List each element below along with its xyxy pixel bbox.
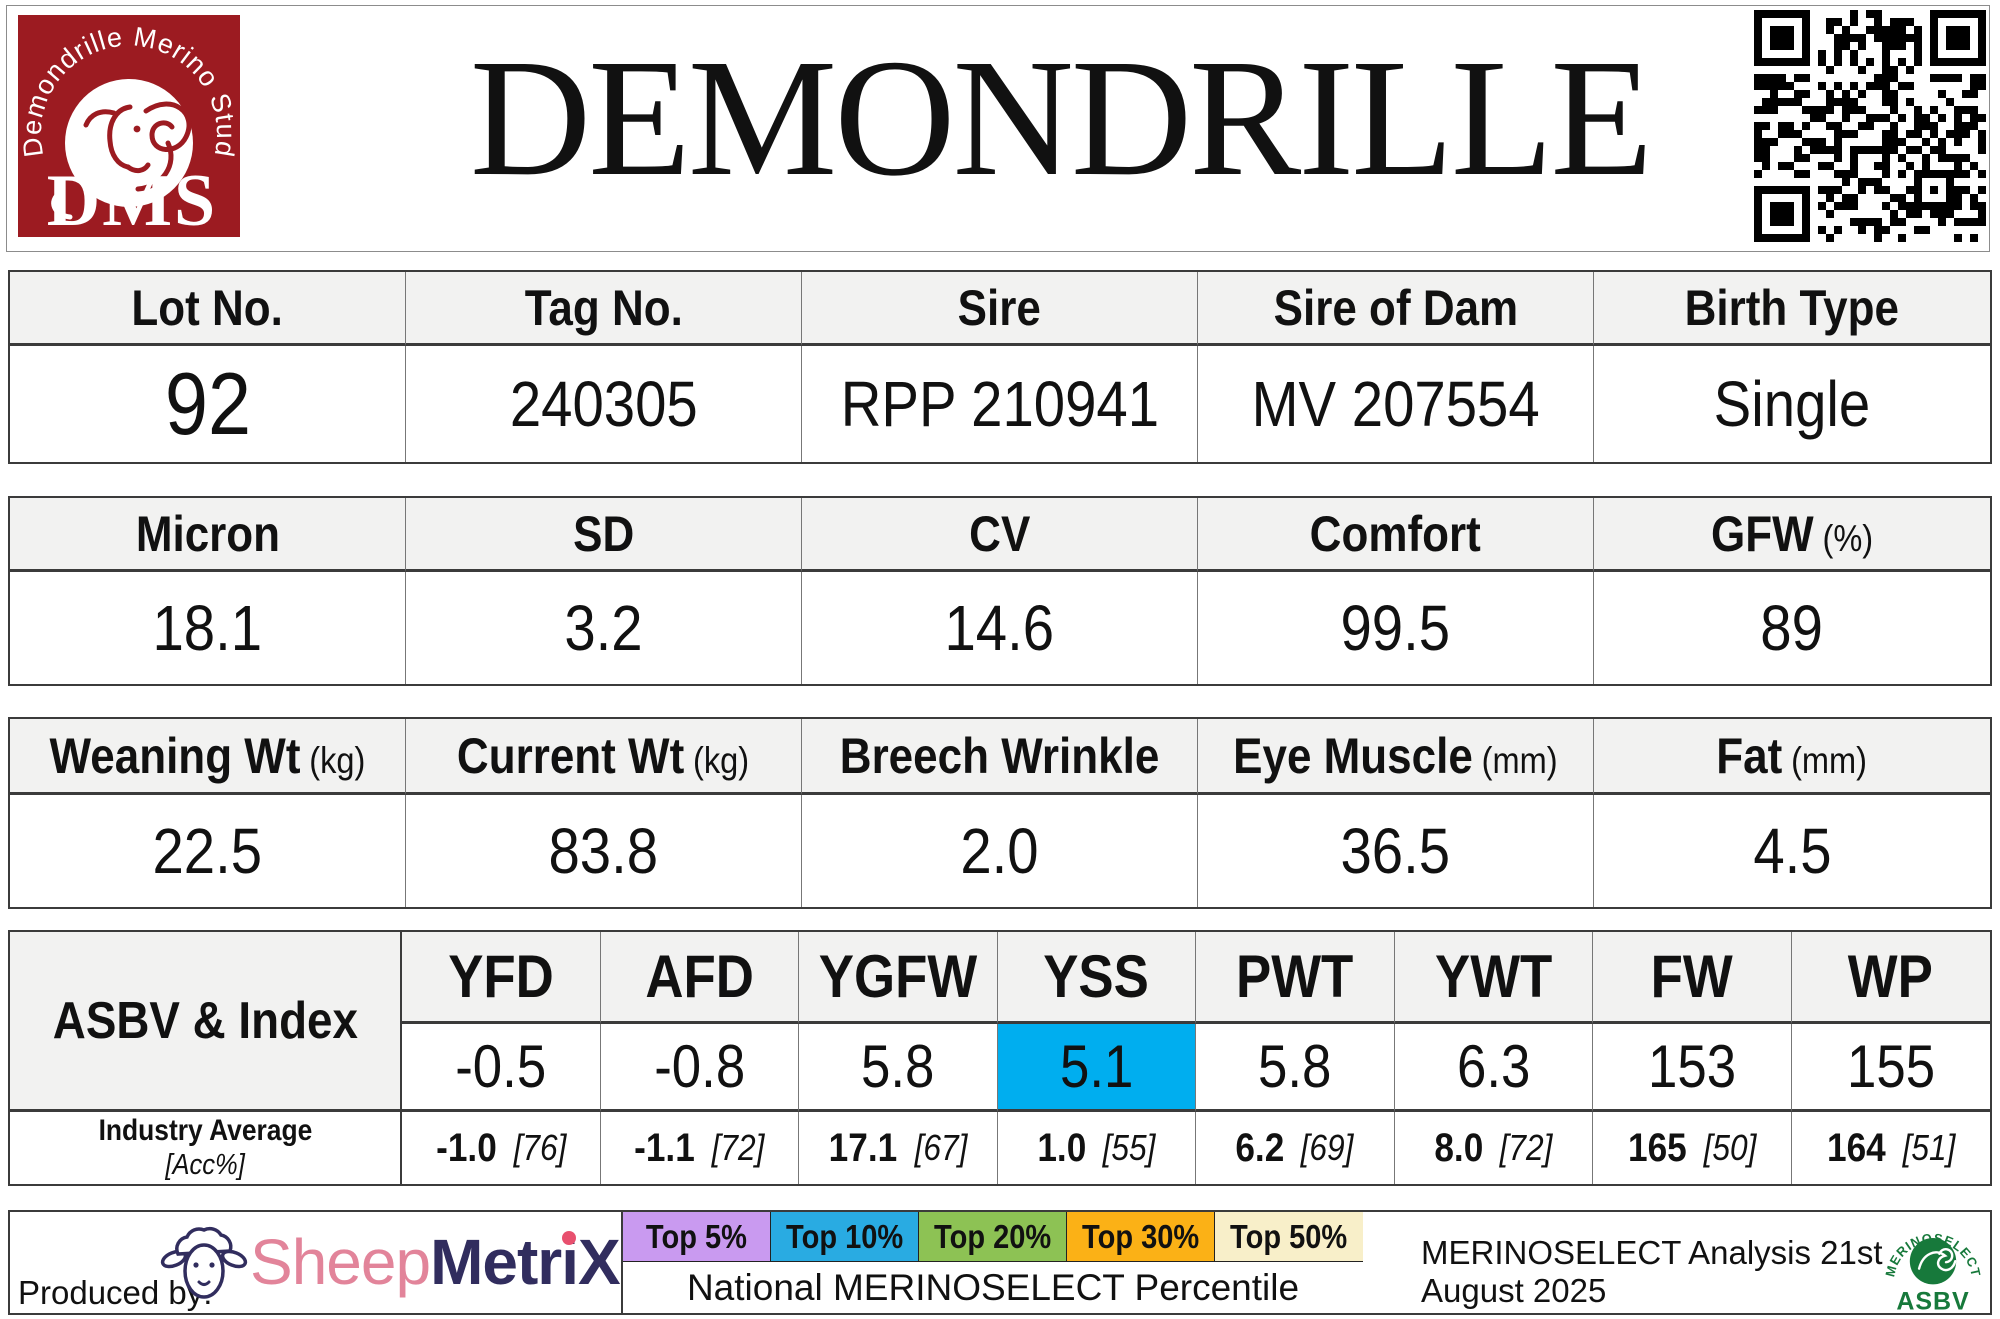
- footer-section: Produced by: SheepMetriX Top 5% Top 10% …: [8, 1210, 1992, 1315]
- header-current-wt: Current Wt (kg): [406, 719, 802, 795]
- asbv-row-label: ASBV & Index: [10, 932, 402, 1112]
- sheepmetrix-wordmark: SheepMetriX: [250, 1226, 621, 1298]
- header-tag-no: Tag No.: [406, 272, 802, 346]
- industry-yfd: -1.0 [76]: [402, 1112, 601, 1184]
- industry-ywt: 8.0 [72]: [1395, 1112, 1593, 1184]
- value-birth-type: Single: [1713, 368, 1871, 440]
- produced-by-label: Produced by:: [18, 1274, 213, 1311]
- trait-yss: YSS: [997, 932, 1196, 1024]
- trait-ywt: YWT: [1394, 932, 1593, 1024]
- sheepmetrix-logo: SheepMetriX: [158, 1218, 621, 1306]
- value-sire-of-dam: MV 207554: [1198, 346, 1594, 462]
- metrix-i-dot: [562, 1231, 576, 1245]
- identity-table: Lot No. Tag No. Sire Sire of Dam Birth T…: [8, 270, 1992, 464]
- header-comfort: Comfort: [1198, 498, 1594, 572]
- legend-top5: Top 5%: [623, 1212, 771, 1262]
- legend-top30: Top 30%: [1067, 1212, 1215, 1262]
- footer-analysis-cell: MERINOSELECT Analysis 21st August 2025 M…: [1363, 1212, 1990, 1315]
- header-sire-of-dam: Sire of Dam: [1198, 272, 1594, 346]
- trait-pwt: PWT: [1196, 932, 1395, 1024]
- sheep-head-icon: [160, 1226, 248, 1299]
- value-cv: 14.6: [802, 572, 1198, 684]
- header-weaning-wt: Weaning Wt (kg): [10, 719, 406, 795]
- asbv-ywt: 6.3: [1394, 1024, 1593, 1112]
- value-breech-wrinkle: 2.0: [802, 795, 1198, 907]
- header-cv: CV: [802, 498, 1198, 572]
- header-section: [6, 5, 1990, 252]
- value-current-wt: 83.8: [406, 795, 802, 907]
- page-title: DEMONDRILLE: [469, 25, 1653, 211]
- header-eye-muscle: Eye Muscle (mm): [1198, 719, 1594, 795]
- legend-caption: National MERINOSELECT Percentile: [686, 1266, 1300, 1308]
- industry-pwt: 6.2 [69]: [1196, 1112, 1395, 1184]
- value-eye-muscle: 36.5: [1198, 795, 1594, 907]
- logo-horn-swash: [51, 190, 73, 220]
- footer-produced-by-cell: Produced by: SheepMetriX: [10, 1212, 623, 1313]
- industry-fw: 165 [50]: [1593, 1112, 1792, 1184]
- asbv-ygfw: 5.8: [799, 1024, 998, 1112]
- trait-yfd: YFD: [402, 932, 601, 1024]
- value-sd: 3.2: [406, 572, 802, 684]
- value-tag-no: 240305: [406, 346, 802, 462]
- merinoselect-ram-sketch: [1917, 1247, 1957, 1272]
- asbv-afd: -0.8: [600, 1024, 799, 1112]
- asbv-table: ASBV & Index YFD AFD YGFW YSS PWT YWT FW…: [8, 930, 1992, 1186]
- header-sire: Sire: [802, 272, 1198, 346]
- header-lot-no: Lot No.: [10, 272, 406, 346]
- asbv-fw: 153: [1593, 1024, 1792, 1112]
- industry-yss: 1.0 [55]: [998, 1112, 1196, 1184]
- value-micron: 18.1: [10, 572, 406, 684]
- trait-wp: WP: [1791, 932, 1990, 1024]
- asbv-logo-text: ASBV: [1896, 1287, 1969, 1315]
- header-sd: SD: [406, 498, 802, 572]
- asbv-yfd: -0.5: [402, 1024, 601, 1112]
- industry-average-label: Industry Average [Acc%]: [10, 1112, 402, 1184]
- value-gfw: 89: [1760, 592, 1824, 664]
- asbv-wp: 155: [1791, 1024, 1990, 1112]
- header-birth-type: Birth Type: [1594, 272, 1990, 346]
- trait-ygfw: YGFW: [799, 932, 998, 1024]
- value-lot-no: 92: [10, 346, 406, 462]
- industry-ygfw: 17.1 [67]: [799, 1112, 998, 1184]
- percentile-legend: Top 5% Top 10% Top 20% Top 30% Top 50% N…: [623, 1212, 1363, 1313]
- legend-top10: Top 10%: [771, 1212, 919, 1262]
- header-micron: Micron: [10, 498, 406, 572]
- legend-top50: Top 50%: [1215, 1212, 1363, 1262]
- value-fat: 4.5: [1752, 815, 1832, 887]
- value-weaning-wt: 22.5: [10, 795, 406, 907]
- qr-code: [1754, 10, 1986, 242]
- trait-fw: FW: [1593, 932, 1792, 1024]
- ram-head-illustration: [83, 101, 192, 192]
- value-comfort: 99.5: [1198, 572, 1594, 684]
- industry-afd: -1.1 [72]: [601, 1112, 799, 1184]
- wool-table: Micron SD CV Comfort GFW (%) 18.1 3.2 14.…: [8, 496, 1992, 686]
- legend-top20: Top 20%: [919, 1212, 1067, 1262]
- body-table: Weaning Wt (kg) Current Wt (kg) Breech Wri…: [8, 717, 1992, 909]
- header-gfw: GFW (%): [1594, 498, 1990, 572]
- header-breech-wrinkle: Breech Wrinkle: [802, 719, 1198, 795]
- logo-acronym: DMS: [47, 160, 217, 237]
- asbv-yss-highlighted: 5.1: [997, 1024, 1196, 1112]
- analysis-date-note: MERINOSELECT Analysis 21st August 2025: [1421, 1234, 1883, 1309]
- trait-afd: AFD: [600, 932, 799, 1024]
- demondrille-stud-logo: Demondrille Merino Stud DMS: [18, 15, 240, 237]
- industry-wp: 164 [51]: [1826, 1125, 1956, 1170]
- value-sire: RPP 210941: [802, 346, 1198, 462]
- header-fat: Fat (mm): [1594, 719, 1990, 795]
- merinoselect-asbv-logo: MERINOSELECT ASBV: [1882, 1230, 1983, 1315]
- asbv-pwt: 5.8: [1196, 1024, 1395, 1112]
